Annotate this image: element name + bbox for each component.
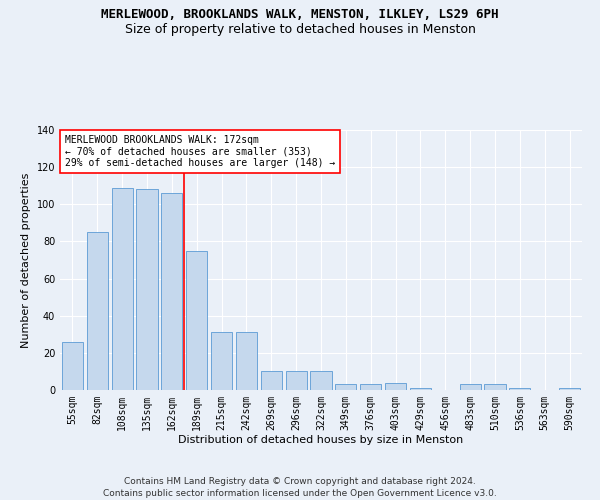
Text: Size of property relative to detached houses in Menston: Size of property relative to detached ho… [125, 22, 475, 36]
Text: Distribution of detached houses by size in Menston: Distribution of detached houses by size … [178, 435, 464, 445]
Text: Contains HM Land Registry data © Crown copyright and database right 2024.
Contai: Contains HM Land Registry data © Crown c… [103, 476, 497, 498]
Bar [286, 372, 307, 390]
Bar [360, 384, 381, 390]
Bar [460, 384, 481, 390]
Bar [236, 332, 257, 390]
Bar [559, 388, 580, 390]
Text: MERLEWOOD BROOKLANDS WALK: 172sqm
← 70% of detached houses are smaller (353)
29%: MERLEWOOD BROOKLANDS WALK: 172sqm ← 70% … [65, 135, 335, 168]
Bar [310, 372, 332, 390]
Bar [509, 388, 530, 390]
Bar [410, 388, 431, 390]
Bar [385, 382, 406, 390]
Bar [211, 332, 232, 390]
Y-axis label: Number of detached properties: Number of detached properties [21, 172, 31, 348]
Bar [62, 342, 83, 390]
Bar [261, 372, 282, 390]
Bar [186, 250, 207, 390]
Bar [484, 384, 506, 390]
Bar [87, 232, 108, 390]
Bar [335, 384, 356, 390]
Bar [136, 190, 158, 390]
Bar [112, 188, 133, 390]
Bar [161, 193, 182, 390]
Text: MERLEWOOD, BROOKLANDS WALK, MENSTON, ILKLEY, LS29 6PH: MERLEWOOD, BROOKLANDS WALK, MENSTON, ILK… [101, 8, 499, 20]
